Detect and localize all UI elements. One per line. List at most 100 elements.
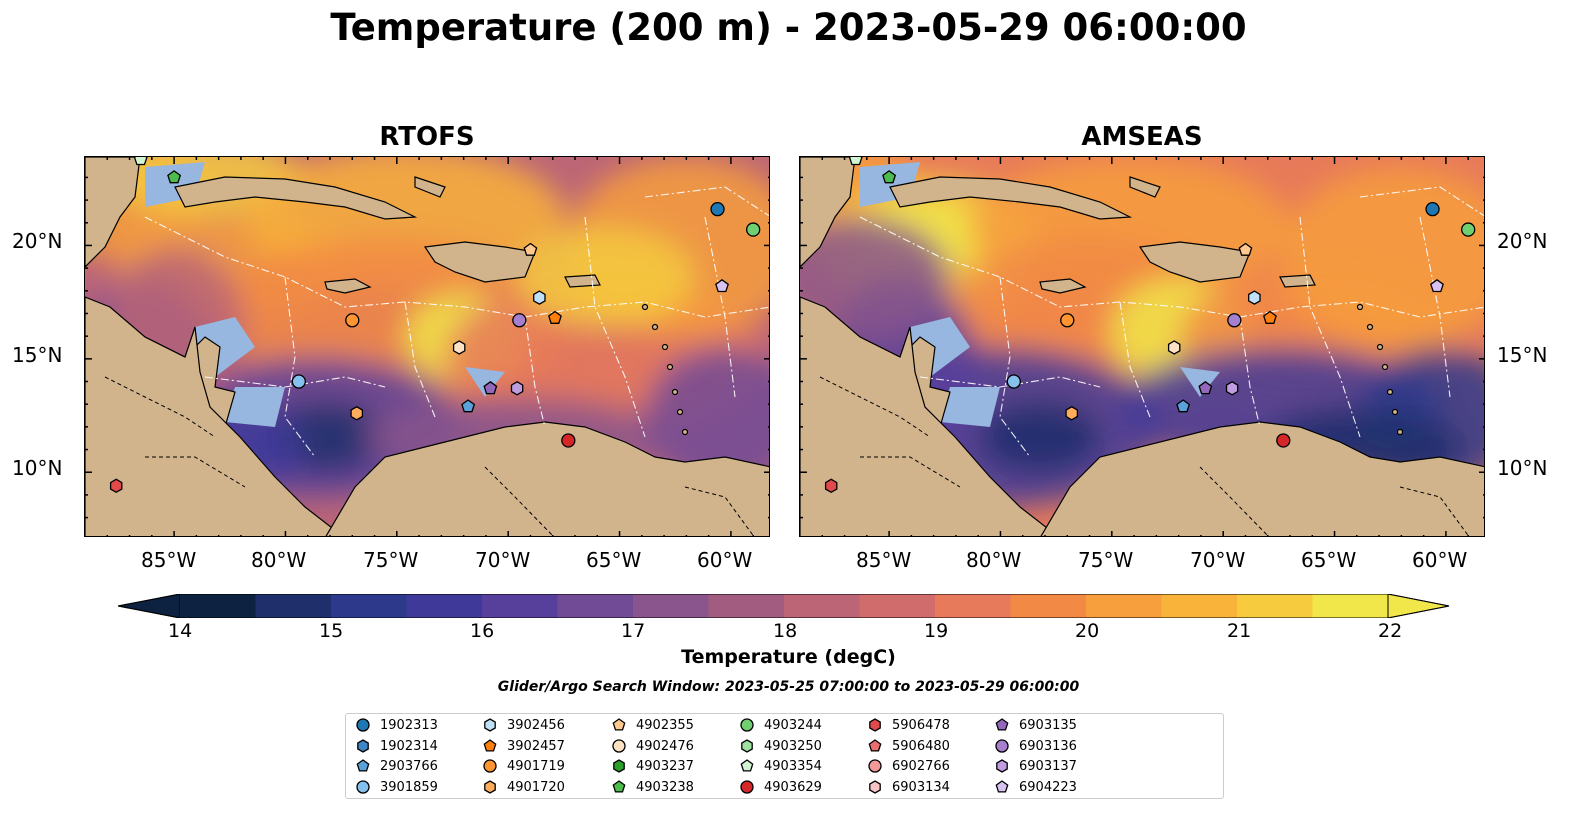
float-marker (1198, 380, 1213, 395)
legend-item: 6902766 (866, 758, 950, 774)
float-marker (824, 478, 838, 494)
float-marker (715, 278, 729, 293)
colorbar-segment (1161, 594, 1238, 618)
land-masses (800, 157, 1484, 536)
legend-marker (995, 718, 1009, 731)
legend-label: 4903250 (764, 738, 822, 754)
colorbar-tick-18: 18 (773, 620, 798, 642)
colorbar-tick-16: 16 (470, 620, 495, 642)
lon-label-85-p2: 85°W (856, 548, 912, 572)
colorbar-tick-14: 14 (168, 620, 193, 642)
float-marker (461, 399, 476, 413)
legend-item: 3901859 (354, 779, 438, 795)
float-marker (561, 433, 576, 448)
legend-item: 4902355 (610, 717, 694, 733)
lon-label-70-p1: 70°W (475, 548, 531, 572)
float-marker (1225, 381, 1239, 396)
legend-label: 4903629 (764, 779, 822, 795)
legend-marker (484, 780, 496, 794)
colorbar-segment (406, 594, 483, 618)
map-panel-rtofs (84, 156, 770, 537)
eez-boundaries (859, 186, 1484, 458)
colorbar-segment (1237, 594, 1313, 618)
legend-item: 3902457 (481, 738, 565, 754)
float-marker (1263, 310, 1277, 324)
legend-marker-icon (357, 739, 369, 753)
legend-label: 3902457 (507, 738, 565, 754)
legend-marker (740, 780, 754, 794)
map-canvas-rtofs (85, 157, 769, 536)
legend-label: 4903244 (764, 717, 822, 733)
legend-marker (612, 718, 626, 731)
legend-item: 6904223 (993, 779, 1077, 795)
float-marker (533, 290, 546, 305)
colorbar-segment (708, 594, 785, 618)
legend-marker-icon (740, 759, 754, 772)
legend-item: 5906478 (866, 717, 950, 733)
legend-item: 6903137 (993, 758, 1077, 774)
float-marker (452, 340, 466, 355)
float-legend: 1902313 1902314 2903766 3901859 3902456 39024… (345, 713, 1224, 799)
colorbar-segment (180, 594, 256, 618)
colorbar-outline (118, 594, 1450, 618)
float-marker (510, 381, 524, 396)
legend-item: 4901720 (481, 779, 565, 795)
map-panel-amseas (799, 156, 1485, 537)
lon-label-65-p1: 65°W (586, 548, 642, 572)
legend-marker (356, 780, 370, 794)
lon-label-80-p2: 80°W (966, 548, 1022, 572)
float-marker (512, 313, 527, 328)
legend-label: 1902314 (380, 738, 438, 754)
lat-label-15-left: 15°N (12, 343, 63, 367)
legend-marker (996, 759, 1008, 773)
legend-marker (869, 718, 881, 732)
float-marker (1227, 313, 1242, 328)
colorbar-label: Temperature (degC) (681, 646, 896, 668)
panel-title-amseas: AMSEAS (1081, 122, 1203, 152)
map-canvas-amseas (800, 157, 1484, 536)
figure-title: Temperature (200 m) - 2023-05-29 06:00:0… (330, 6, 1247, 49)
legend-marker (483, 759, 497, 773)
legend-item: 4903244 (738, 717, 822, 733)
legend-marker (356, 718, 370, 732)
float-marker (1006, 374, 1021, 389)
legend-item: 1902313 (354, 717, 438, 733)
legend-marker-icon (995, 780, 1009, 793)
map-ticks (800, 157, 1484, 536)
float-marker (1176, 399, 1191, 413)
map-ticks (85, 157, 769, 536)
legend-marker-icon (356, 780, 370, 794)
float-marker (1461, 222, 1476, 237)
legend-marker (740, 718, 754, 732)
legend-label: 4901719 (507, 758, 565, 774)
float-marker (1276, 433, 1291, 448)
legend-item: 6903134 (866, 779, 950, 795)
lat-label-20-right: 20°N (1497, 229, 1548, 253)
legend-marker-icon (996, 759, 1008, 773)
float-marker (523, 242, 538, 256)
legend-item: 4902476 (610, 738, 694, 754)
legend-marker (741, 739, 753, 753)
legend-label: 4903238 (636, 779, 694, 795)
legend-label: 3901859 (380, 779, 438, 795)
float-marker (882, 170, 897, 184)
legend-marker-icon (995, 739, 1009, 753)
lat-label-10-right: 10°N (1497, 456, 1548, 480)
legend-item: 2903766 (354, 758, 438, 774)
legend-marker (869, 780, 881, 794)
float-marker (291, 374, 306, 389)
legend-item: 6903136 (993, 738, 1077, 754)
legend-marker (868, 759, 882, 773)
colorbar-segment (1312, 594, 1389, 618)
legend-marker-icon (995, 718, 1009, 731)
legend-label: 4902476 (636, 738, 694, 754)
colorbar-segment (1010, 594, 1087, 618)
colorbar-extend-min (118, 594, 181, 618)
legend-marker (613, 759, 625, 773)
legend-label: 6903137 (1019, 758, 1077, 774)
float-marker (1238, 242, 1253, 256)
lon-label-70-p2: 70°W (1190, 548, 1246, 572)
legend-marker (995, 739, 1009, 753)
legend-marker-icon (484, 718, 496, 732)
lon-label-60-p1: 60°W (697, 548, 753, 572)
